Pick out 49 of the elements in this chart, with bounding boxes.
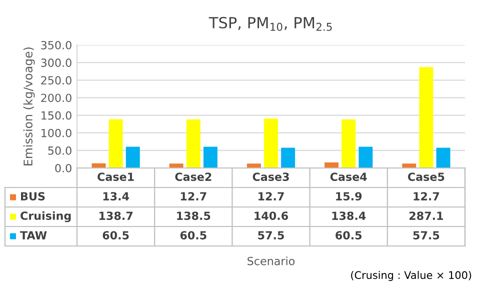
bar bbox=[358, 146, 373, 168]
data-label: 287.1 bbox=[410, 212, 444, 220]
text: Scenario bbox=[248, 256, 295, 266]
bar bbox=[186, 119, 200, 168]
y-tick-label: 200.0 bbox=[41, 94, 72, 102]
y-tick-label: 0.0 bbox=[55, 164, 72, 172]
y-tick-label: 50.0 bbox=[48, 146, 72, 155]
x-tick-label: Case1 bbox=[98, 172, 134, 181]
data-label: 138.5 bbox=[177, 212, 210, 220]
data-label: 57.5 bbox=[258, 231, 284, 240]
data-label: 138.7 bbox=[99, 212, 132, 220]
data-label: 60.5 bbox=[102, 231, 129, 240]
bar bbox=[436, 148, 450, 168]
x-tick-label: Case2 bbox=[175, 172, 212, 181]
bar bbox=[419, 67, 434, 168]
y-tick-label: 150.0 bbox=[42, 111, 72, 120]
y-tick-label: 350.0 bbox=[41, 40, 72, 50]
bar bbox=[169, 164, 184, 168]
y-axis-title: Emission (kg/voage) bbox=[23, 48, 35, 166]
bar bbox=[281, 148, 296, 168]
x-tick-label: Case5 bbox=[408, 172, 444, 181]
bar bbox=[324, 162, 339, 168]
data-label: 12.7 bbox=[258, 192, 284, 200]
bar bbox=[402, 164, 416, 168]
data-label: 13.4 bbox=[103, 192, 129, 200]
bar bbox=[264, 118, 278, 168]
data-label: 57.5 bbox=[413, 231, 440, 240]
data-label: 15.9 bbox=[336, 192, 362, 200]
bar bbox=[342, 119, 356, 168]
data-label: 60.5 bbox=[336, 231, 362, 240]
x-tick-label: Case4 bbox=[330, 172, 367, 181]
legend-label: BUS bbox=[21, 192, 45, 200]
data-label: 12.7 bbox=[180, 192, 206, 200]
data-label: 60.5 bbox=[180, 231, 206, 240]
legend-label: Cruising bbox=[20, 211, 71, 222]
y-tick-label: 250.0 bbox=[41, 76, 72, 85]
x-tick-label: Case3 bbox=[252, 172, 289, 181]
text: (Crusing : Value × 100) bbox=[351, 270, 472, 282]
bar bbox=[108, 119, 123, 168]
y-tick-label: 100.0 bbox=[42, 128, 72, 138]
data-label: 12.7 bbox=[414, 192, 440, 200]
y-tick-label: 300.0 bbox=[41, 58, 72, 67]
bar bbox=[246, 164, 261, 168]
bar bbox=[126, 146, 140, 168]
chart-title: TSP, PM$_{10}$, PM$_{2.5}$ bbox=[208, 16, 332, 31]
legend-label: TAW bbox=[20, 231, 47, 240]
data-label: 138.4 bbox=[332, 212, 366, 220]
bar bbox=[203, 146, 218, 168]
data-label: 140.6 bbox=[254, 212, 288, 220]
